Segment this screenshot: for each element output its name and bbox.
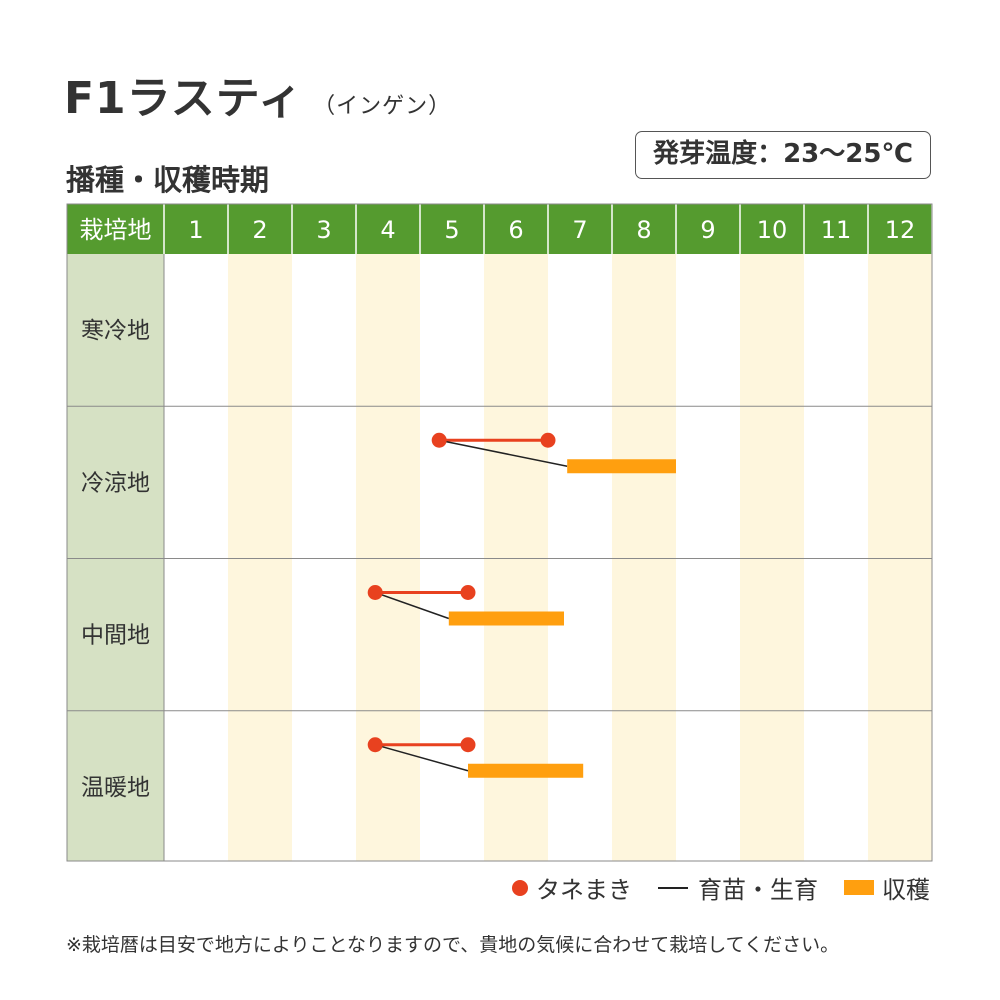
header-label: 栽培地 (80, 216, 152, 244)
growing-line (374, 591, 450, 620)
month-label: 1 (188, 216, 203, 244)
month-label: 8 (636, 216, 651, 244)
month-label: 11 (821, 216, 852, 244)
month-stripe (356, 254, 420, 861)
legend: タネまき 育苗・生育 収穫 (486, 870, 930, 905)
month-stripe (740, 254, 804, 861)
month-label: 12 (885, 216, 916, 244)
growing-line (439, 439, 568, 467)
legend-harvest-label: 収穫 (882, 876, 930, 904)
legend-sowing-label: タネまき (536, 876, 632, 904)
footnote: ※栽培暦は目安で地方によりことなりますので、貴地の気候に合わせて栽培してください… (66, 934, 840, 956)
sowing-start-point (367, 585, 383, 600)
growing-line-icon (658, 886, 688, 889)
month-label: 9 (700, 216, 715, 244)
row-label: 寒冷地 (81, 318, 150, 344)
legend-growing-label: 育苗・生育 (698, 876, 818, 904)
month-label: 7 (572, 216, 587, 244)
harvest-bar (468, 763, 584, 778)
germination-temp-badge: 発芽温度：23〜25℃ (635, 131, 931, 179)
legend-harvest: 収穫 (844, 870, 930, 905)
month-label: 10 (757, 216, 788, 244)
sowing-start-point (431, 432, 447, 448)
month-label: 3 (316, 216, 331, 244)
product-subtitle: （インゲン） (313, 94, 452, 119)
harvest-bar (448, 611, 564, 626)
legend-sowing: タネまき (512, 870, 632, 905)
month-label: 6 (508, 216, 523, 244)
month-stripe (228, 254, 292, 861)
section-title: 播種・収穫時期 (66, 163, 270, 197)
row-label: 冷涼地 (81, 470, 150, 496)
harvest-bar (567, 459, 676, 474)
grid-border (66, 203, 933, 862)
label-column (67, 254, 164, 861)
month-label: 2 (252, 216, 267, 244)
month-stripe (612, 254, 676, 861)
row-label: 中間地 (81, 623, 150, 649)
sowing-start-point (367, 737, 383, 753)
month-label: 5 (444, 216, 459, 244)
page-title: F1ラスティ （インゲン） (64, 62, 451, 126)
sowing-end-point (540, 432, 556, 448)
sowing-end-point (460, 737, 476, 753)
harvest-bar-icon (844, 880, 874, 895)
sowing-end-point (460, 585, 476, 600)
legend-growing: 育苗・生育 (658, 870, 818, 905)
growing-line (374, 744, 469, 772)
sowing-marker-icon (512, 879, 528, 896)
product-name: F1ラスティ (64, 73, 304, 124)
month-stripe (868, 254, 932, 861)
header-row (67, 204, 932, 254)
row-label: 温暖地 (81, 775, 150, 801)
month-stripe (484, 254, 548, 861)
month-label: 4 (380, 216, 395, 244)
